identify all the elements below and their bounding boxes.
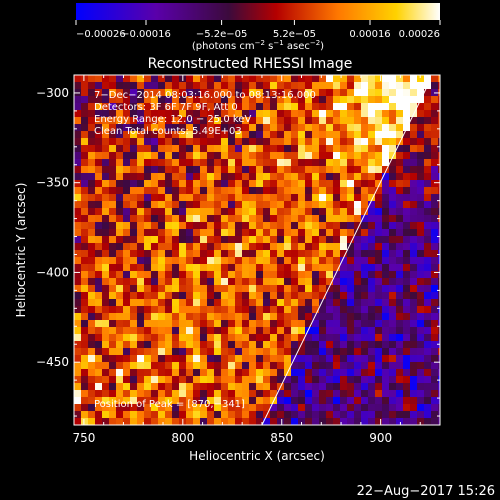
y-tick-label: −400 [36,265,69,279]
y-tick-label: −450 [36,355,69,369]
plot-frame [73,74,441,426]
colorbar [76,3,440,20]
y-tick-label: −350 [36,176,69,190]
x-tick-label: 850 [270,431,293,445]
colorbar-axis: −0.00026−0.00016 −5.2e−05 5.2e−05 0.00016 0.… [75,20,441,40]
colorbar-tick-label: −5.2e−05 [196,29,248,40]
y-tick-label: −300 [36,86,69,100]
annotation-energy-range: Energy Range: 12.0 − 25.0 keV [94,114,251,125]
colorbar-tick-label: 0.00026 [399,29,440,40]
colorbar-tick-label: 5.2e−05 [273,29,316,40]
peak-position-label: Position of Peak = [870,−341] [94,399,245,410]
annotation-block: 7−Dec−2014 08:03:16.000 to 08:13:16.000 … [94,90,316,137]
limb-line [261,80,431,426]
colorbar-tick-label: 0.00016 [349,29,390,40]
annotation-clean-counts: Clean Total counts: 5.49E+03 [94,126,242,137]
x-axis-label: Heliocentric X (arcsec) [189,449,325,463]
heatmap-image [74,75,440,425]
annotation-detectors: Detectors: 3F 6F 7F 9F, Att 0 [94,102,238,113]
x-tick-label: 750 [72,431,95,445]
x-tick-label: 900 [369,431,392,445]
y-axis-label: Heliocentric Y (arcsec) [14,183,28,318]
colorbar-units: (photons cm−2 s−1 asec−2) [192,39,324,52]
axes: 750 800 850 900 −300 −350 −400 −450 [36,74,441,445]
x-tick-label: 800 [171,431,194,445]
timestamp: 22−Aug−2017 15:26 [357,484,495,499]
chart-title: Reconstructed RHESSI Image [148,56,353,72]
colorbar-tick-label: −0.00016 [121,29,171,40]
annotation-time-range: 7−Dec−2014 08:03:16.000 to 08:13:16.000 [94,90,316,101]
colorbar-tick-label: −0.00026 [76,29,126,40]
